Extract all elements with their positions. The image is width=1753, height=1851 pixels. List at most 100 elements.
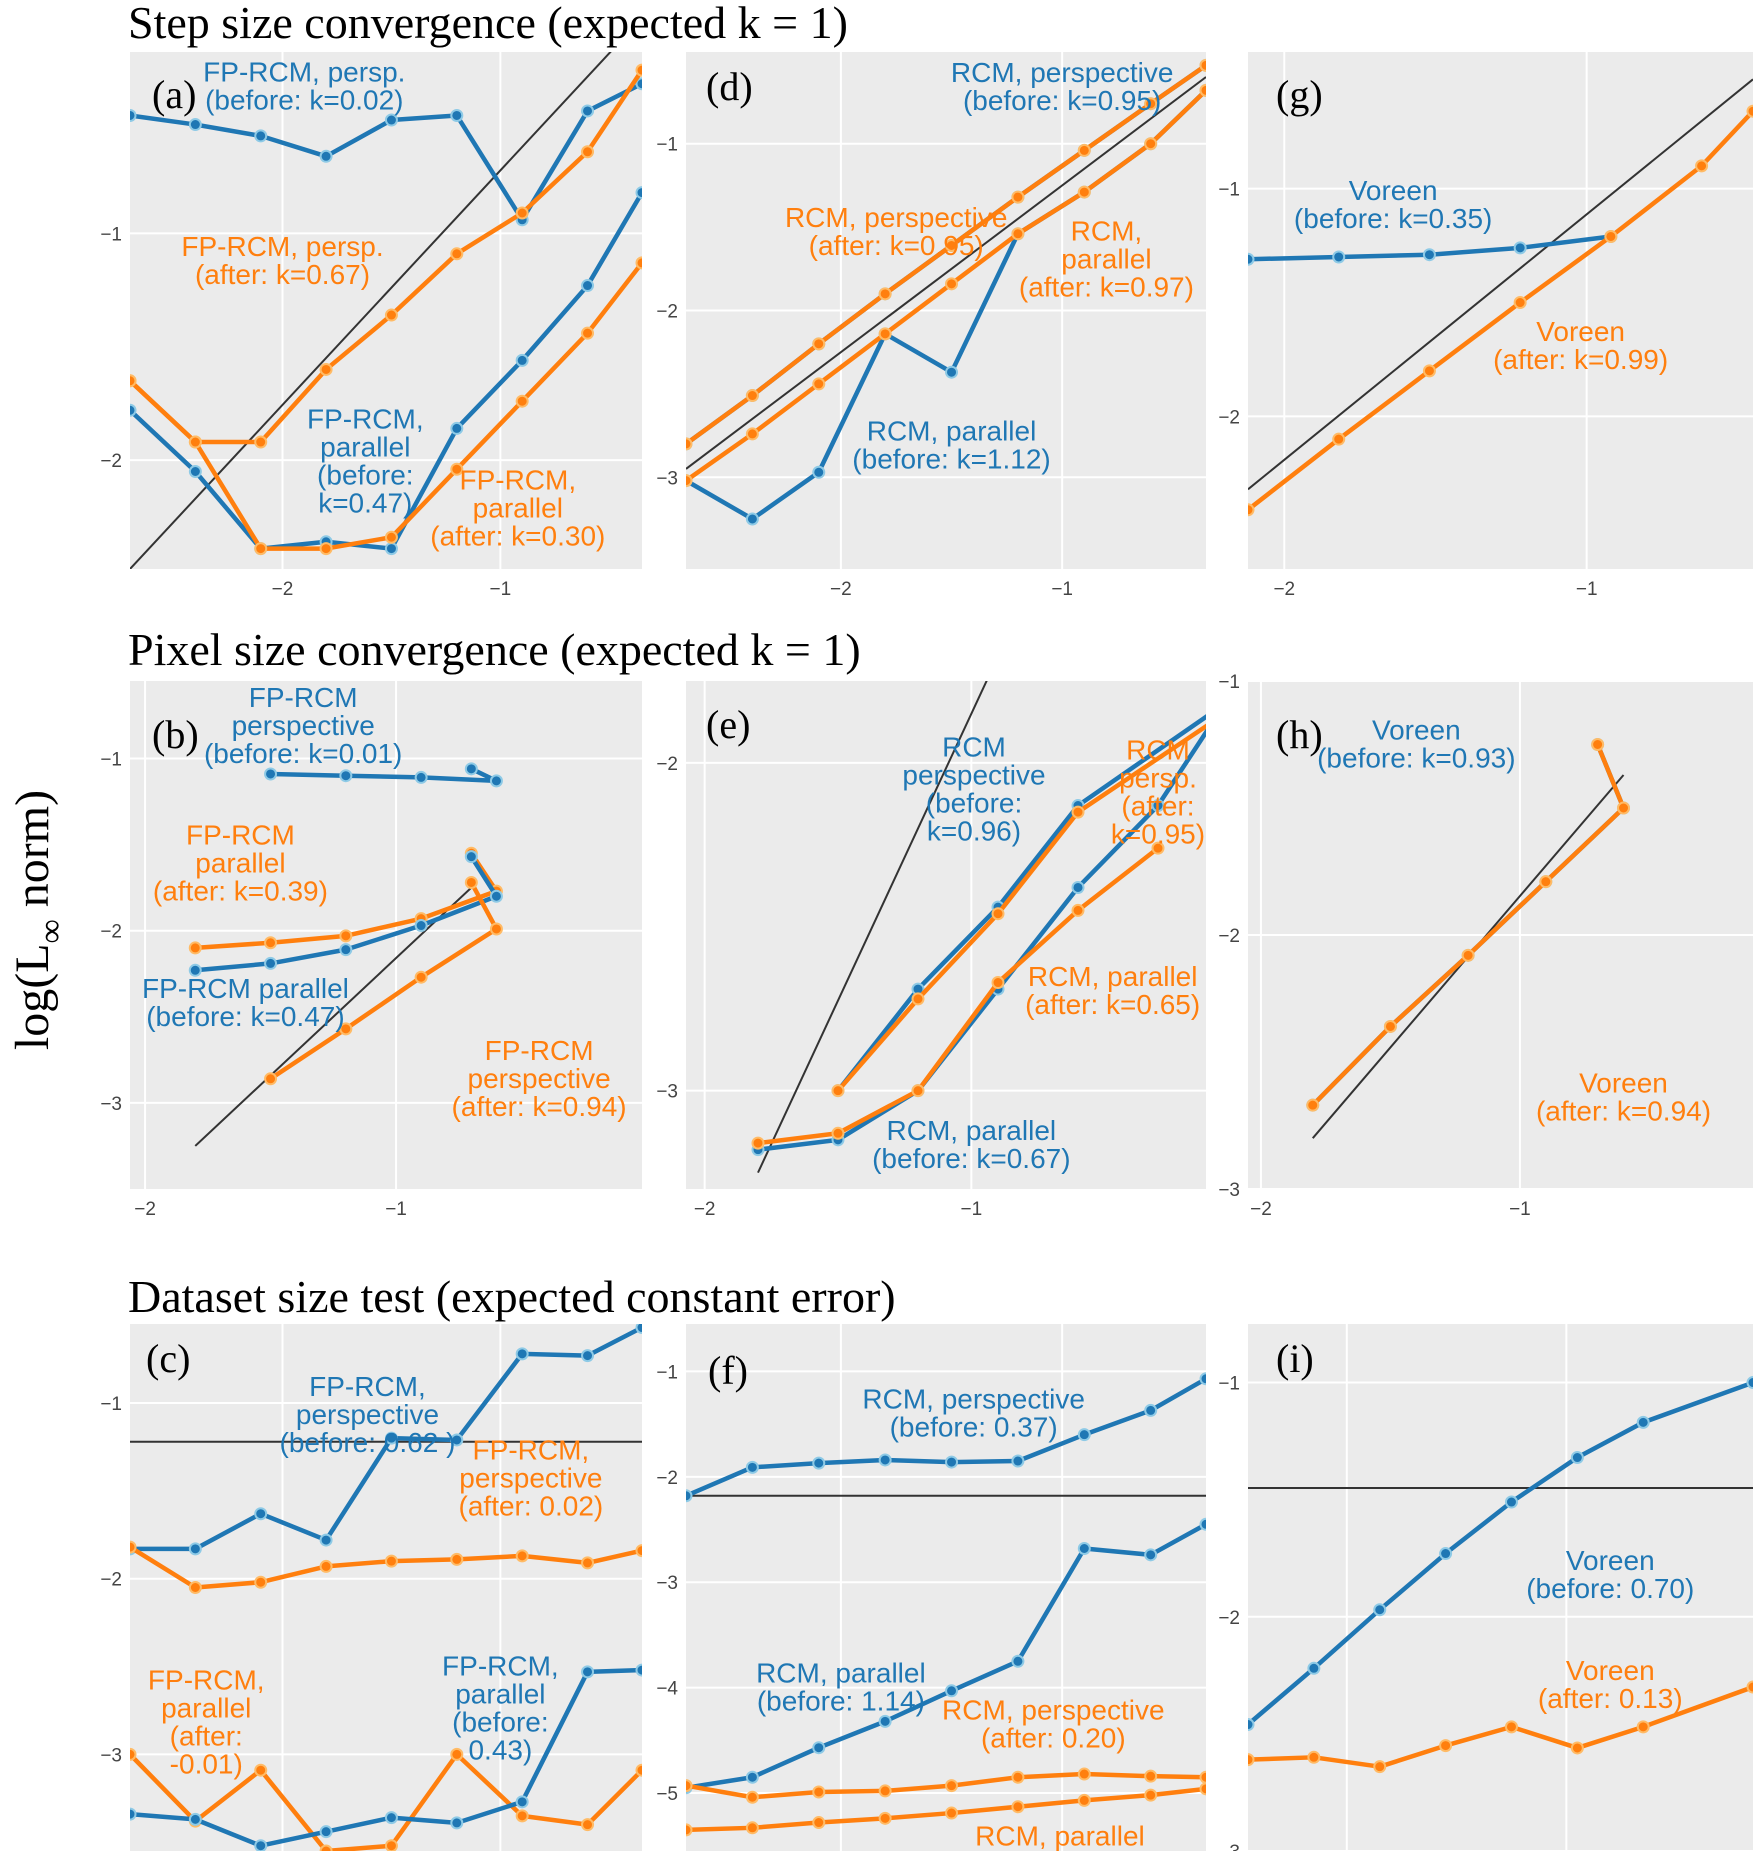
data-point-after (945, 1779, 959, 1793)
data-point-before (1011, 1654, 1025, 1668)
data-point-after (581, 1556, 595, 1570)
annotation-line: RCM (942, 731, 1006, 762)
data-point-before (635, 1663, 642, 1677)
annotation-line: (after: (1121, 791, 1194, 822)
annotation-line: (after: 0.20) (981, 1722, 1126, 1753)
annotation-line: (after: k=0.67) (195, 259, 370, 290)
data-point-after (254, 542, 268, 556)
y-axis-label-subscript: ∞ (33, 919, 70, 943)
data-point-before (1199, 1517, 1206, 1531)
data-point-after (1604, 229, 1618, 243)
data-point-after (188, 435, 202, 449)
data-point-after (635, 1544, 642, 1558)
annotation-line: (after: k=0.97) (1019, 271, 1194, 302)
data-point-before (319, 1533, 333, 1547)
annotation-before: Voreen (before: k=0.35) (1294, 175, 1492, 234)
annotation-line: (before: (926, 787, 1023, 818)
annotation-after: RCM, parallel (after: k=0.97) (1019, 215, 1194, 302)
annotation-line: RCM, perspective (951, 57, 1174, 88)
reference-line (194, 886, 473, 1147)
data-point-after (878, 287, 892, 301)
data-point-before (414, 770, 428, 784)
plot-content (686, 58, 1206, 526)
annotation-line: FP-RCM, persp. (203, 56, 405, 87)
annotation-line: perspective (296, 1399, 439, 1430)
data-point-before (489, 774, 503, 788)
data-point-after (745, 1790, 759, 1804)
data-point-before (1071, 880, 1085, 894)
data-point-after (1307, 1750, 1321, 1764)
annotation-before: RCM, parallel (before: k=0.67) (872, 1115, 1070, 1174)
annotation-line: RCM, perspective (785, 202, 1008, 233)
data-point-after (130, 374, 137, 388)
annotation-before: RCM, perspective (before: k=0.95) (951, 57, 1174, 116)
data-point-after (450, 462, 464, 476)
data-point-after (635, 256, 642, 270)
section-title-step-size: Step size convergence (expected k = 1) (128, 0, 848, 48)
data-point-after (1144, 1769, 1158, 1783)
annotation-line: (after: k=0.94) (1536, 1095, 1711, 1126)
annotation-after: FP-RCM, perspective (after: 0.02) (459, 1434, 604, 1521)
annotation-line: (after: k=0.39) (153, 876, 328, 907)
data-point-after (1011, 227, 1025, 241)
annotation-line: (before: k=0.35) (1294, 203, 1492, 234)
data-point-before (812, 1456, 826, 1470)
data-point-after (264, 1072, 278, 1086)
data-point-before (1248, 252, 1255, 266)
annotation-line: parallel (473, 493, 563, 524)
data-point-after (745, 1821, 759, 1835)
data-point-before (489, 889, 503, 903)
data-point-before (878, 1453, 892, 1467)
annotation-after: Voreen (after: k=0.99) (1493, 316, 1668, 375)
annotation-before: FP-RCM parallel (before: k=0.47) (142, 973, 349, 1032)
data-point-after (384, 1554, 398, 1568)
y-tick-label: −2 (1218, 407, 1240, 428)
data-point-after (991, 907, 1005, 921)
panel-label: (f) (708, 1348, 748, 1393)
plot-area (686, 681, 1206, 1189)
data-point-after (1151, 841, 1165, 855)
annotation-line: FP-RCM (485, 1035, 594, 1066)
data-point-after (686, 474, 693, 488)
data-point-before (1513, 241, 1527, 255)
data-point-after (319, 1844, 333, 1851)
data-point-before (130, 108, 137, 122)
data-point-after (319, 542, 333, 556)
annotation-line: -0.01) (170, 1748, 243, 1779)
data-point-after (1144, 97, 1158, 111)
data-point-before (745, 512, 759, 526)
annotation-before: RCM, perspective (before: 0.37) (862, 1383, 1085, 1442)
data-point-after (1071, 903, 1085, 917)
data-point-after (1077, 185, 1091, 199)
data-point-after (686, 437, 693, 451)
annotation-after: FP-RCM, parallel (after: -0.01) (148, 1664, 265, 1779)
annotation-after: RCM, perspective (after: 0.20) (942, 1694, 1165, 1753)
data-point-after (188, 941, 202, 955)
data-point-before (254, 1507, 268, 1521)
data-point-before (745, 1460, 759, 1474)
data-point-before (1219, 698, 1230, 709)
y-tick-label: −2 (656, 1468, 678, 1489)
panel-label: (i) (1276, 1336, 1314, 1381)
data-point-after (339, 1022, 353, 1036)
y-tick-label: −2 (1218, 1608, 1240, 1629)
annotation-line: Voreen (1566, 1655, 1655, 1686)
data-point-before (254, 1839, 268, 1851)
annotation-line: (after: k=0.94) (452, 1091, 627, 1122)
data-point-after (581, 1818, 595, 1832)
data-point-after (1461, 948, 1475, 962)
data-point-before (1144, 1403, 1158, 1417)
annotation-after: FP-RCM, parallel (after: k=0.30) (430, 465, 605, 552)
annotation-after: FP-RCM perspective (after: k=0.94) (452, 1035, 627, 1122)
panel-c: −2−1−1−2−3FP-RCM,perspective(before: 0.6… (100, 1324, 642, 1851)
annotation-line: Voreen (1349, 175, 1438, 206)
y-tick-label: −1 (100, 1394, 122, 1415)
data-point-before (1077, 1542, 1091, 1556)
data-point-after (1144, 1788, 1158, 1802)
annotation-line: (before: k=0.47) (146, 1001, 344, 1032)
y-tick-label: −3 (100, 1094, 122, 1115)
annotation-line: (before: k=0.93) (1317, 742, 1515, 773)
annotation-line: parallel (195, 848, 285, 879)
